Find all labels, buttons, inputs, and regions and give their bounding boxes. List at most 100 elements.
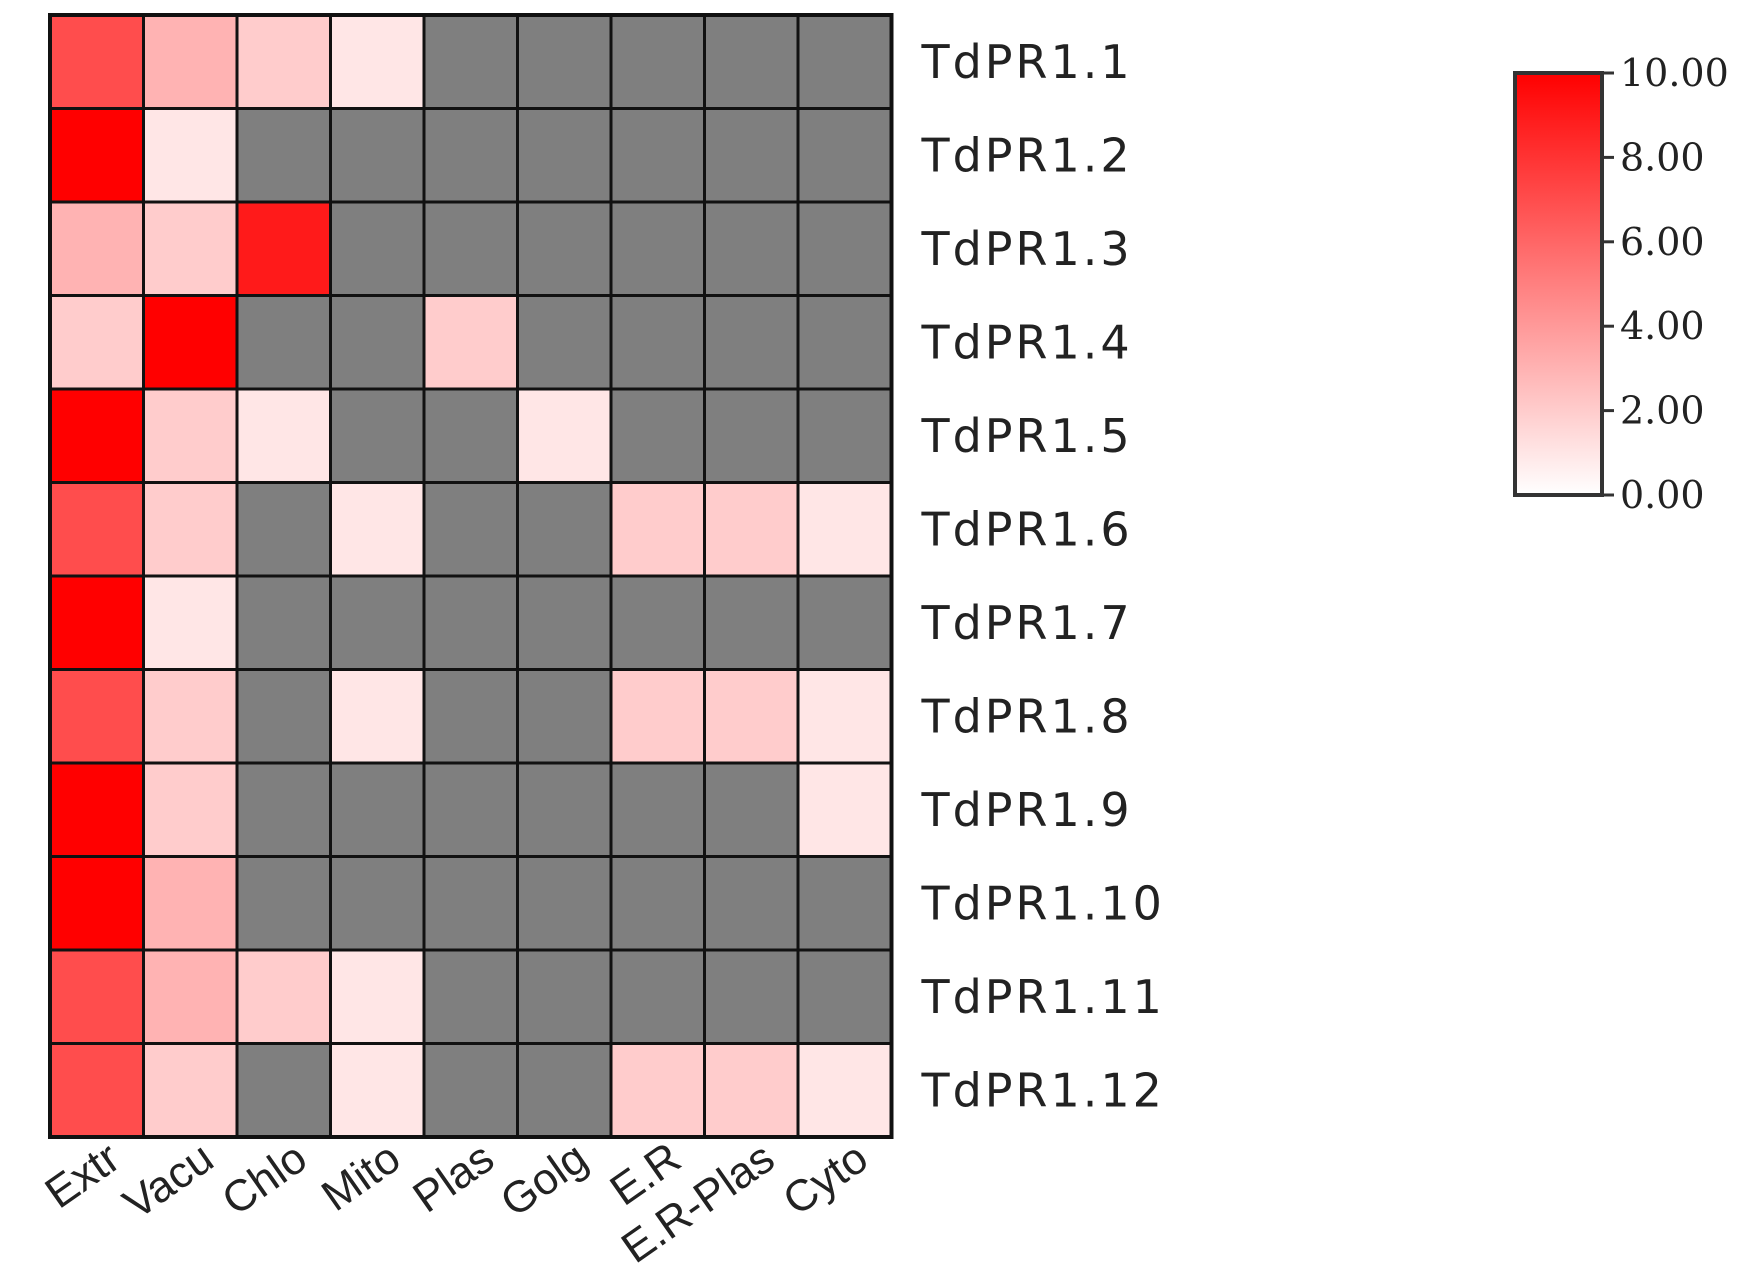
heatmap-border	[48, 13, 894, 1139]
heatmap-cell	[796, 948, 893, 1045]
heatmap-cell	[235, 200, 332, 297]
heatmap-cell	[703, 387, 800, 484]
color-scale-tick-label: 8.00	[1620, 135, 1705, 179]
heatmap-cell	[329, 1042, 426, 1139]
row-label: TdPR1.6	[921, 502, 1133, 556]
heatmap-cell	[142, 574, 239, 671]
heatmap-cell	[235, 948, 332, 1045]
heatmap-cell	[609, 574, 706, 671]
heatmap-cell	[609, 107, 706, 204]
row-labels: TdPR1.1 TdPR1.2 TdPR1.3 TdPR1.4 TdPR1.5 TdPR1…	[921, 35, 1165, 1118]
heatmap-cell	[516, 294, 613, 391]
row-label: TdPR1.1	[921, 35, 1133, 89]
heatmap-cell	[609, 761, 706, 858]
heatmap-cell	[422, 668, 519, 765]
heatmap-cells	[48, 13, 894, 1139]
row-label: TdPR1.5	[921, 409, 1133, 463]
heatmap-cell	[516, 481, 613, 578]
color-scale-tick-label: 2.00	[1620, 389, 1705, 433]
heatmap-cell	[142, 107, 239, 204]
heatmap-cell	[422, 107, 519, 204]
heatmap-cell	[48, 948, 145, 1045]
heatmap-cell	[516, 855, 613, 952]
heatmap-cell	[796, 574, 893, 671]
heatmap-cell	[235, 387, 332, 484]
heatmap-cell	[142, 948, 239, 1045]
heatmap-cell	[235, 13, 332, 110]
heatmap-cell	[703, 761, 800, 858]
heatmap-cell	[48, 481, 145, 578]
heatmap-cell	[422, 200, 519, 297]
heatmap-cell	[703, 200, 800, 297]
column-label: Cyto	[774, 1133, 876, 1225]
heatmap-cell	[142, 200, 239, 297]
heatmap-cell	[703, 855, 800, 952]
heatmap-cell	[796, 294, 893, 391]
heatmap-cell	[235, 481, 332, 578]
heatmap-cell	[703, 107, 800, 204]
column-label: Vacu	[115, 1133, 223, 1229]
heatmap-cell	[235, 294, 332, 391]
column-label: Plas	[404, 1133, 502, 1222]
heatmap-cell	[142, 294, 239, 391]
color-scale-tick-label: 10.00	[1620, 51, 1729, 95]
heatmap-cell	[329, 107, 426, 204]
heatmap-cell	[329, 481, 426, 578]
heatmap-cell	[422, 387, 519, 484]
column-label: Extr	[36, 1133, 128, 1218]
heatmap-cell	[516, 387, 613, 484]
heatmap-cell	[48, 200, 145, 297]
heatmap-cell	[329, 855, 426, 952]
heatmap-cell	[48, 574, 145, 671]
heatmap-cell	[609, 668, 706, 765]
heatmap-cell	[235, 1042, 332, 1139]
heatmap-cell	[142, 668, 239, 765]
heatmap-cell	[609, 855, 706, 952]
heatmap-cell	[796, 668, 893, 765]
row-label: TdPR1.9	[921, 783, 1133, 837]
heatmap-cell	[516, 107, 613, 204]
heatmap-cell	[703, 481, 800, 578]
heatmap-cell	[422, 761, 519, 858]
heatmap-cell	[142, 1042, 239, 1139]
heatmap-cell	[609, 1042, 706, 1139]
heatmap-cell	[48, 668, 145, 765]
heatmap-cell	[703, 294, 800, 391]
row-label: TdPR1.10	[921, 876, 1165, 930]
row-label: TdPR1.3	[921, 222, 1133, 276]
heatmap-cell	[422, 855, 519, 952]
heatmap-cell	[703, 574, 800, 671]
heatmap-cell	[796, 200, 893, 297]
heatmap-cell	[516, 13, 613, 110]
heatmap-cell	[516, 761, 613, 858]
heatmap-cell	[796, 761, 893, 858]
heatmap-cell	[142, 481, 239, 578]
color-scale-tick-label: 0.00	[1620, 473, 1705, 517]
heatmap-cell	[703, 13, 800, 110]
heatmap-cell	[796, 387, 893, 484]
heatmap-cell	[422, 481, 519, 578]
heatmap-cell	[422, 948, 519, 1045]
row-label: TdPR1.11	[921, 970, 1165, 1024]
heatmap-cell	[516, 574, 613, 671]
heatmap-cell	[329, 387, 426, 484]
heatmap-cell	[609, 481, 706, 578]
heatmap-cell	[422, 13, 519, 110]
column-label: Mito	[313, 1133, 409, 1221]
heatmap-cell	[142, 13, 239, 110]
heatmap-cell	[796, 1042, 893, 1139]
heatmap-cell	[422, 294, 519, 391]
heatmap-cell	[48, 107, 145, 204]
heatmap-cell	[609, 13, 706, 110]
heatmap-cell	[703, 668, 800, 765]
heatmap-cell	[516, 200, 613, 297]
heatmap-cell	[329, 761, 426, 858]
heatmap-cell	[142, 855, 239, 952]
heatmap-cell	[422, 1042, 519, 1139]
column-label: Chlo	[213, 1133, 315, 1225]
heatmap-cell	[796, 855, 893, 952]
heatmap-cell	[48, 1042, 145, 1139]
heatmap-cell	[516, 948, 613, 1045]
